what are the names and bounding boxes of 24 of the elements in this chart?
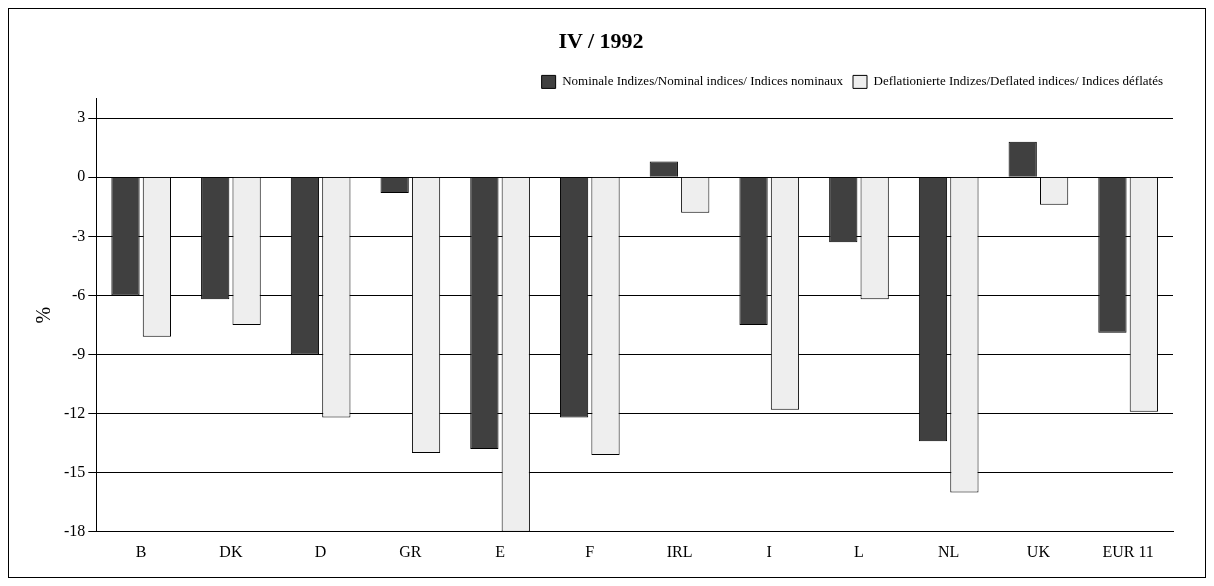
x-tick-label: F: [585, 542, 595, 560]
x-tick-label: B: [135, 542, 147, 560]
x-tick-label: GR: [399, 542, 422, 560]
x-tick-label: UK: [1026, 542, 1051, 560]
y-tick-label: -9: [72, 344, 86, 362]
x-tick-label: I: [766, 542, 772, 560]
y-tick-label: -18: [64, 522, 86, 539]
x-tick-label: L: [854, 542, 864, 560]
chart-title: IV / 1992: [558, 27, 644, 53]
x-tick-label: NL: [938, 542, 960, 560]
x-tick-label: E: [495, 542, 505, 560]
x-tick-label: D: [314, 542, 327, 560]
legend-label: Deflationierte Indizes/Deflated indices/ Indices déflatés: [873, 73, 1164, 89]
y-tick-label: -3: [72, 226, 86, 244]
y-tick-label: -15: [64, 462, 86, 480]
y-tick-label: -12: [64, 403, 86, 421]
x-tick-label: EUR 11: [1102, 542, 1154, 560]
x-tick-label: IRL: [666, 542, 693, 560]
legend-label: Nominale Indizes/Nominal indices/ Indices nominaux: [562, 73, 844, 89]
y-tick-label: 3: [77, 108, 86, 126]
x-tick-label: DK: [219, 542, 243, 560]
y-tick-label: 0: [77, 167, 86, 185]
y-axis-title: %: [32, 306, 55, 324]
y-tick-label: -6: [72, 285, 86, 303]
